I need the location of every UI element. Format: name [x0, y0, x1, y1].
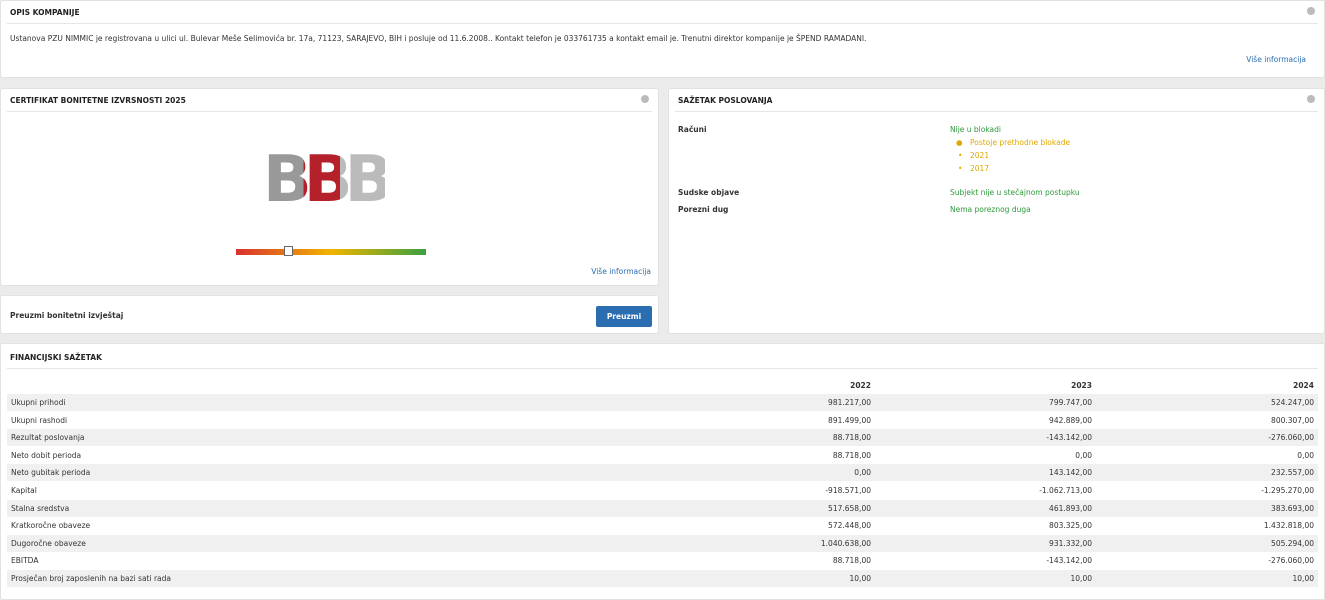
- panel-title: OPIS KOMPANIJE: [10, 8, 80, 17]
- rating-logo: BBB: [263, 143, 393, 217]
- panel-title: FINANCIJSKI SAŽETAK: [10, 353, 102, 362]
- table-cell: -276.060,00: [1268, 433, 1314, 443]
- download-label: Preuzmi bonitetni izvještaj: [10, 311, 124, 320]
- warning-icon: ●: [956, 138, 963, 147]
- block-year: 2021: [970, 151, 990, 160]
- table-row: Prosječan broj zaposlenih na bazi sati r…: [7, 570, 1318, 587]
- summary-value: Nije u blokadi: [950, 125, 1001, 134]
- info-icon[interactable]: [1307, 7, 1315, 15]
- row-label: EBITDA: [11, 556, 39, 566]
- column-header: 2023: [1071, 381, 1092, 390]
- table-cell: 981.217,00: [828, 398, 871, 407]
- rating-scale: [236, 249, 426, 255]
- table-cell: -1.295.270,00: [1261, 486, 1314, 495]
- panel-title: SAŽETAK POSLOVANJA: [678, 96, 773, 105]
- table-cell: -918.571,00: [825, 486, 871, 495]
- row-label: Prosječan broj zaposlenih na bazi sati r…: [11, 574, 172, 583]
- row-label: Dugoročne obaveze: [11, 538, 86, 548]
- table-cell: 0,00: [1297, 450, 1314, 460]
- table-row: Ukupni prihodi 981.217,00 799.747,00 524.24…: [7, 394, 1318, 411]
- financial-panel: FINANCIJSKI SAŽETAK 2022 2023 2024 Ukupni p…: [0, 343, 1325, 600]
- summary-label: Porezni dug: [678, 205, 729, 214]
- table-cell: 232.557,00: [1271, 468, 1314, 478]
- table-cell: 891.499,00: [828, 415, 871, 425]
- table-cell: 88.718,00: [832, 556, 871, 566]
- table-cell: 505.294,00: [1271, 538, 1314, 548]
- more-info-link[interactable]: Više informacija: [1246, 55, 1306, 64]
- info-icon[interactable]: [1307, 95, 1315, 103]
- table-cell: 383.693,00: [1271, 503, 1314, 513]
- download-panel: Preuzmi bonitetni izvještaj Preuzmi: [0, 295, 659, 334]
- table-cell: 10,00: [1292, 574, 1314, 583]
- table-cell: 1.432.818,00: [1263, 521, 1314, 531]
- more-info-link[interactable]: Više informacija: [591, 267, 651, 276]
- table-row: Neto gubitak perioda 0,00 143.142,00 232.55…: [7, 464, 1318, 482]
- table-cell: 524.247,00: [1271, 398, 1314, 407]
- table-cell: -1.062.713,00: [1039, 486, 1092, 495]
- column-header: 2024: [1293, 381, 1314, 390]
- table-row: Rezultat poslovanja 88.718,00 -143.142,00 -…: [7, 429, 1318, 447]
- certificate-panel: CERTIFIKAT BONITETNE IZVRSNOSTI 2025 BBB…: [0, 88, 659, 286]
- table-cell: 803.325,00: [1049, 521, 1092, 531]
- table-row: Neto dobit perioda 88.718,00 0,00 0,00: [7, 447, 1318, 464]
- bullet: •: [958, 151, 963, 160]
- block-year: 2017: [970, 164, 990, 173]
- info-icon[interactable]: [641, 95, 649, 103]
- summary-label: Sudske objave: [678, 188, 740, 197]
- panel-title: CERTIFIKAT BONITETNE IZVRSNOSTI 2025: [10, 96, 186, 105]
- table-cell: -143.142,00: [1046, 556, 1092, 566]
- row-label: Ukupni prihodi: [11, 398, 66, 407]
- table-cell: 1.040.638,00: [820, 538, 871, 548]
- table-cell: 10,00: [1070, 574, 1092, 583]
- table-row: Stalna sredstva 517.658,00 461.893,00 383.6…: [7, 499, 1318, 517]
- table-row: EBITDA 88.718,00 -143.142,00 -276.060,00: [7, 552, 1318, 569]
- table-cell: 0,00: [1075, 450, 1092, 460]
- table-row: Ukupni rashodi 891.499,00 942.889,00 800.30…: [7, 412, 1318, 429]
- company-description: Ustanova PZU NIMMIC je registrovana u ul…: [10, 34, 867, 43]
- summary-panel: SAŽETAK POSLOVANJA Računi Nije u blokadi…: [668, 88, 1325, 334]
- row-label: Rezultat poslovanja: [11, 433, 85, 443]
- download-button[interactable]: Preuzmi: [596, 306, 652, 327]
- table-cell: 931.332,00: [1049, 538, 1092, 548]
- table-cell: 143.142,00: [1049, 468, 1092, 478]
- table-cell: 88.718,00: [832, 450, 871, 460]
- row-label: Kratkoročne obaveze: [11, 521, 91, 531]
- warning-text: Postoje prethodne blokade: [970, 138, 1071, 147]
- table-cell: 461.893,00: [1049, 503, 1092, 513]
- table-cell: -276.060,00: [1268, 556, 1314, 566]
- rating-marker: [284, 246, 293, 256]
- column-header: 2022: [850, 381, 871, 390]
- summary-value: Nema poreznog duga: [950, 205, 1031, 214]
- summary-label: Računi: [678, 125, 707, 134]
- table-cell: 517.658,00: [828, 503, 871, 513]
- table-row: Kratkoročne obaveze 572.448,00 803.325,00 1…: [7, 517, 1318, 534]
- table-cell: -143.142,00: [1046, 433, 1092, 443]
- summary-value: Subjekt nije u stečajnom postupku: [950, 188, 1080, 197]
- table-row: Kapital -918.571,00 -1.062.713,00 -1.295.27…: [7, 482, 1318, 499]
- row-label: Neto gubitak perioda: [11, 468, 91, 478]
- table-cell: 88.718,00: [832, 433, 871, 443]
- table-cell: 0,00: [854, 468, 871, 478]
- table-cell: 800.307,00: [1271, 415, 1314, 425]
- row-label: Stalna sredstva: [11, 503, 70, 513]
- table-row: Dugoročne obaveze 1.040.638,00 931.332,00 5…: [7, 534, 1318, 552]
- row-label: Neto dobit perioda: [11, 450, 82, 460]
- table-cell: 572.448,00: [828, 521, 871, 531]
- row-label: Ukupni rashodi: [11, 415, 68, 425]
- bullet: •: [958, 164, 963, 173]
- table-cell: 799.747,00: [1049, 398, 1092, 407]
- table-cell: 10,00: [849, 574, 871, 583]
- row-label: Kapital: [11, 486, 37, 495]
- company-panel: OPIS KOMPANIJE Ustanova PZU NIMMIC je re…: [0, 0, 1325, 78]
- table-cell: 942.889,00: [1049, 415, 1092, 425]
